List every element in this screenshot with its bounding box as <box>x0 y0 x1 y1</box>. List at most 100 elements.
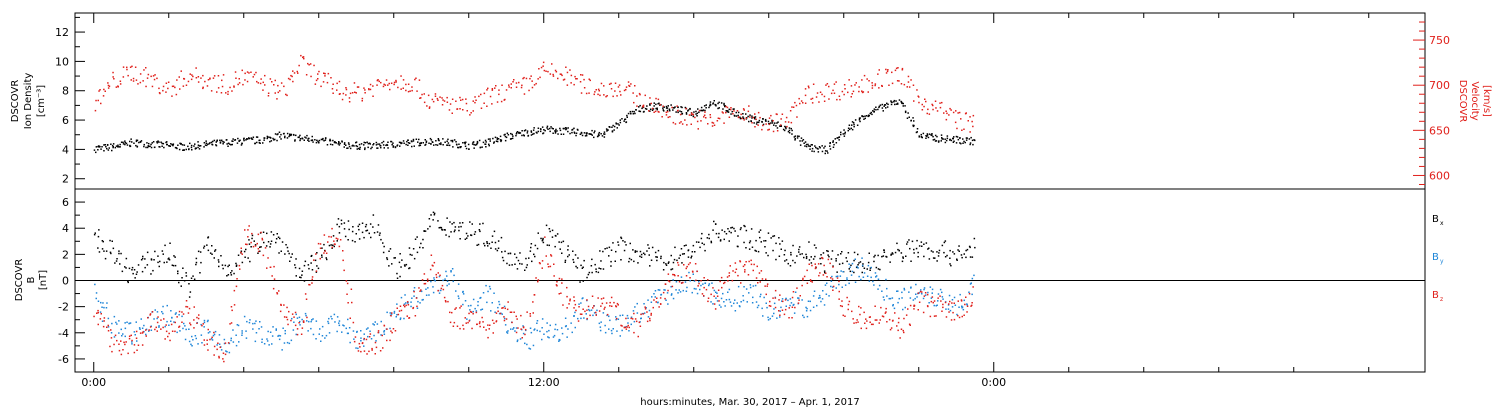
ion-density-point <box>465 141 467 143</box>
velocity-point <box>191 74 193 76</box>
by-point <box>107 326 110 328</box>
bz-point <box>541 267 543 269</box>
velocity-point <box>736 110 739 112</box>
velocity-point <box>95 99 97 102</box>
ion-density-point <box>573 132 576 134</box>
bx-point <box>960 254 963 256</box>
by-point <box>737 285 740 288</box>
velocity-point <box>941 101 943 104</box>
velocity-point <box>618 84 621 86</box>
ion-density-point <box>603 136 606 138</box>
by-point <box>621 314 624 316</box>
by-point <box>342 324 344 326</box>
by-point <box>367 335 369 338</box>
bx-point <box>490 247 492 249</box>
bz-point <box>116 339 118 342</box>
bx-point <box>497 240 500 242</box>
ion-density-point <box>585 132 588 134</box>
ion-density-point <box>337 143 339 145</box>
bz-point <box>696 270 698 273</box>
velocity-point <box>178 76 180 78</box>
ion-density-point <box>150 143 152 146</box>
by-point <box>275 329 277 331</box>
bx-point <box>597 271 600 274</box>
velocity-point <box>745 117 747 119</box>
by-point <box>937 300 939 302</box>
ion-density-point <box>484 139 487 142</box>
ion-density-point <box>507 134 510 136</box>
velocity-point <box>757 124 759 126</box>
bx-point <box>941 244 944 247</box>
velocity-point <box>494 87 496 89</box>
ion-density-point <box>733 108 735 110</box>
bz-point <box>758 272 761 274</box>
bz-point <box>415 297 418 299</box>
ion-density-point <box>824 150 827 152</box>
bx-point <box>525 266 528 269</box>
velocity-point <box>349 92 352 95</box>
bx-point <box>168 259 171 261</box>
bx-point <box>630 258 633 261</box>
ion-density-point <box>668 108 671 110</box>
bx-point <box>572 250 574 252</box>
by-point <box>581 297 583 300</box>
by-point <box>844 284 847 286</box>
bx-point <box>227 274 230 276</box>
bx-point <box>300 276 302 279</box>
ion-density-point <box>945 139 948 142</box>
by-point <box>708 284 710 287</box>
bx-point <box>470 234 473 237</box>
ion-density-point <box>551 127 553 130</box>
velocity-point <box>180 70 182 72</box>
bx-point <box>343 228 346 230</box>
bx-point <box>226 275 228 277</box>
velocity-point <box>246 71 249 73</box>
bx-point <box>668 261 670 263</box>
bx-point <box>835 258 837 260</box>
ion-density-point <box>832 140 834 142</box>
velocity-point <box>418 79 421 81</box>
ion-density-point <box>373 143 375 145</box>
ion-density-point <box>590 133 592 135</box>
bx-point <box>950 264 952 267</box>
by-point <box>598 322 601 325</box>
by-point <box>724 305 726 307</box>
bx-point <box>883 251 886 253</box>
bz-point <box>276 293 279 295</box>
ion-density-point <box>626 114 628 117</box>
ion-density-point <box>430 143 432 145</box>
bz-point <box>806 269 808 272</box>
bz-point <box>304 293 307 295</box>
bz-point <box>189 324 192 326</box>
bz-point <box>218 357 220 359</box>
bz-point <box>853 322 855 324</box>
ion-density-point <box>851 124 853 126</box>
by-point <box>872 280 874 283</box>
velocity-point <box>427 94 430 97</box>
bz-point <box>368 350 370 353</box>
bz-point <box>374 353 376 355</box>
ion-density-point <box>882 110 884 112</box>
ion-density-point <box>98 146 100 148</box>
bx-point <box>466 237 468 239</box>
by-point <box>818 297 820 299</box>
ion-density-point <box>451 140 454 143</box>
velocity-point <box>569 69 571 71</box>
bx-point <box>277 236 280 238</box>
bz-point <box>502 307 504 309</box>
ion-density-point <box>722 108 724 110</box>
by-point <box>372 323 374 325</box>
ion-density-point <box>904 110 907 113</box>
bz-point <box>698 282 700 285</box>
ion-density-point <box>98 145 100 147</box>
ion-density-point <box>784 125 786 128</box>
velocity-point <box>762 124 764 127</box>
by-point <box>503 317 506 320</box>
ion-density-point <box>276 139 278 142</box>
by-point <box>645 307 647 309</box>
ion-density-point <box>783 129 786 132</box>
bz-point <box>478 322 481 325</box>
velocity-point <box>555 71 558 73</box>
by-point <box>954 304 957 306</box>
bz-point <box>167 335 169 338</box>
